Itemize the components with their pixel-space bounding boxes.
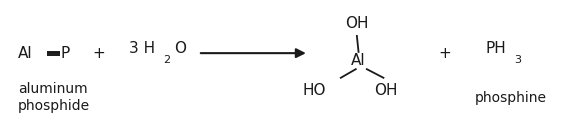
Text: O: O: [174, 41, 186, 56]
Text: 3 H: 3 H: [129, 41, 155, 56]
Text: aluminum
phosphide: aluminum phosphide: [18, 82, 90, 113]
Text: +: +: [92, 46, 105, 61]
Text: Al: Al: [18, 46, 33, 61]
Text: OH: OH: [375, 83, 398, 98]
Text: Al: Al: [351, 53, 366, 68]
Text: OH: OH: [345, 16, 368, 31]
Text: phosphine: phosphine: [475, 90, 547, 104]
Text: 3: 3: [515, 55, 521, 65]
Text: 2: 2: [163, 55, 170, 65]
Text: P: P: [60, 46, 70, 61]
Text: HO: HO: [302, 83, 326, 98]
Text: +: +: [438, 46, 451, 61]
Text: PH: PH: [486, 41, 507, 56]
